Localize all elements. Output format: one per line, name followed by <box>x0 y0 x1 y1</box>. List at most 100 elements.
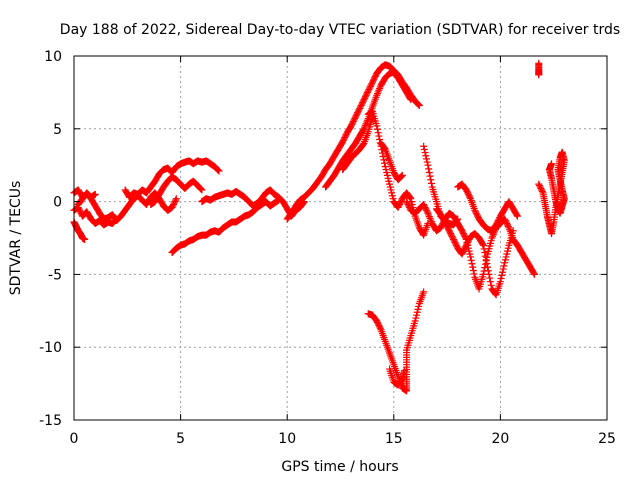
data-point <box>531 270 539 278</box>
data-point <box>196 184 204 192</box>
data-point <box>481 249 489 257</box>
data-point <box>427 216 435 224</box>
series-arc-m <box>377 139 406 184</box>
data-point <box>469 263 477 271</box>
data-point <box>111 217 119 225</box>
data-point <box>376 135 384 143</box>
data-point <box>407 96 415 104</box>
data-point <box>364 116 372 124</box>
data-point <box>361 121 369 129</box>
data-point <box>486 274 494 282</box>
data-point <box>548 160 556 168</box>
x-tick-label: 5 <box>176 431 185 447</box>
data-point <box>362 120 370 128</box>
x-tick-label: 25 <box>598 431 616 447</box>
data-point <box>420 145 428 153</box>
data-point <box>486 278 494 286</box>
data-points <box>70 59 568 395</box>
data-point <box>500 262 508 270</box>
data-point <box>215 167 223 175</box>
data-point <box>425 165 433 173</box>
series-arc-r <box>535 59 543 79</box>
series-arc-t <box>364 288 428 395</box>
data-point <box>530 269 538 277</box>
data-point <box>424 161 432 169</box>
series-arc-q <box>454 180 521 235</box>
data-point <box>406 94 414 102</box>
data-point <box>467 253 475 261</box>
data-point <box>426 172 434 180</box>
data-point <box>485 270 493 278</box>
data-point <box>400 366 408 374</box>
series-arc-p <box>432 205 517 299</box>
data-point <box>425 213 433 221</box>
y-tick-label: -15 <box>39 413 62 429</box>
y-tick-label: 5 <box>53 122 62 138</box>
data-point <box>373 90 381 98</box>
data-point <box>398 172 406 180</box>
data-point <box>489 232 497 240</box>
y-axis-label: SDTVAR / TECUs <box>8 181 24 296</box>
data-point <box>414 100 422 108</box>
series-arc-j <box>322 68 415 191</box>
x-tick-label: 15 <box>385 431 403 447</box>
data-point <box>373 122 381 130</box>
data-point <box>479 241 487 249</box>
data-point <box>406 194 414 202</box>
data-point <box>375 86 383 94</box>
data-point <box>198 186 206 194</box>
plot-frame <box>73 55 608 421</box>
data-point <box>422 155 430 163</box>
data-point <box>427 179 435 187</box>
data-point <box>373 91 381 99</box>
series-arc-d <box>74 189 99 209</box>
data-point <box>420 142 428 150</box>
data-point <box>420 288 428 296</box>
data-point <box>482 256 490 264</box>
series-arc-e <box>121 157 223 201</box>
series-arc-b <box>70 203 121 229</box>
data-point <box>483 259 491 267</box>
data-point <box>509 227 517 235</box>
grid-lines <box>74 56 607 420</box>
data-point <box>535 71 543 79</box>
data-point <box>214 166 222 174</box>
y-tick-label: 0 <box>53 195 62 211</box>
data-point <box>197 185 205 193</box>
data-point <box>538 187 546 195</box>
data-point <box>484 263 492 271</box>
data-point <box>415 102 423 110</box>
data-point <box>423 208 431 216</box>
data-point <box>376 85 384 93</box>
series-arc-k <box>339 113 376 174</box>
data-point <box>499 265 507 273</box>
y-tick-label: -10 <box>39 340 62 356</box>
x-axis-label: GPS time / hours <box>281 459 398 475</box>
series-arc-i <box>283 61 423 223</box>
data-point <box>425 211 433 219</box>
data-point <box>91 190 99 198</box>
data-point <box>468 260 476 268</box>
x-tick-label: 20 <box>491 431 509 447</box>
data-point <box>470 270 478 278</box>
data-point <box>513 211 521 219</box>
data-point <box>397 173 405 181</box>
data-point <box>480 245 488 253</box>
axes: 0 5 10 15 20 25 -15 -10 -5 0 5 10 <box>39 49 616 447</box>
data-point <box>484 267 492 275</box>
x-tick-label: 0 <box>70 431 79 447</box>
data-point <box>423 158 431 166</box>
series-arc-c <box>70 218 89 243</box>
data-point <box>421 149 429 157</box>
data-point <box>374 129 382 137</box>
data-point <box>497 275 505 283</box>
data-point <box>398 171 406 179</box>
data-point <box>112 216 120 224</box>
data-point <box>172 195 180 203</box>
series-arc-g <box>168 196 283 257</box>
series-arc-s <box>535 148 568 238</box>
data-point <box>81 235 89 243</box>
x-tick-label: 10 <box>278 431 296 447</box>
data-point <box>498 271 506 279</box>
data-point <box>426 214 434 222</box>
